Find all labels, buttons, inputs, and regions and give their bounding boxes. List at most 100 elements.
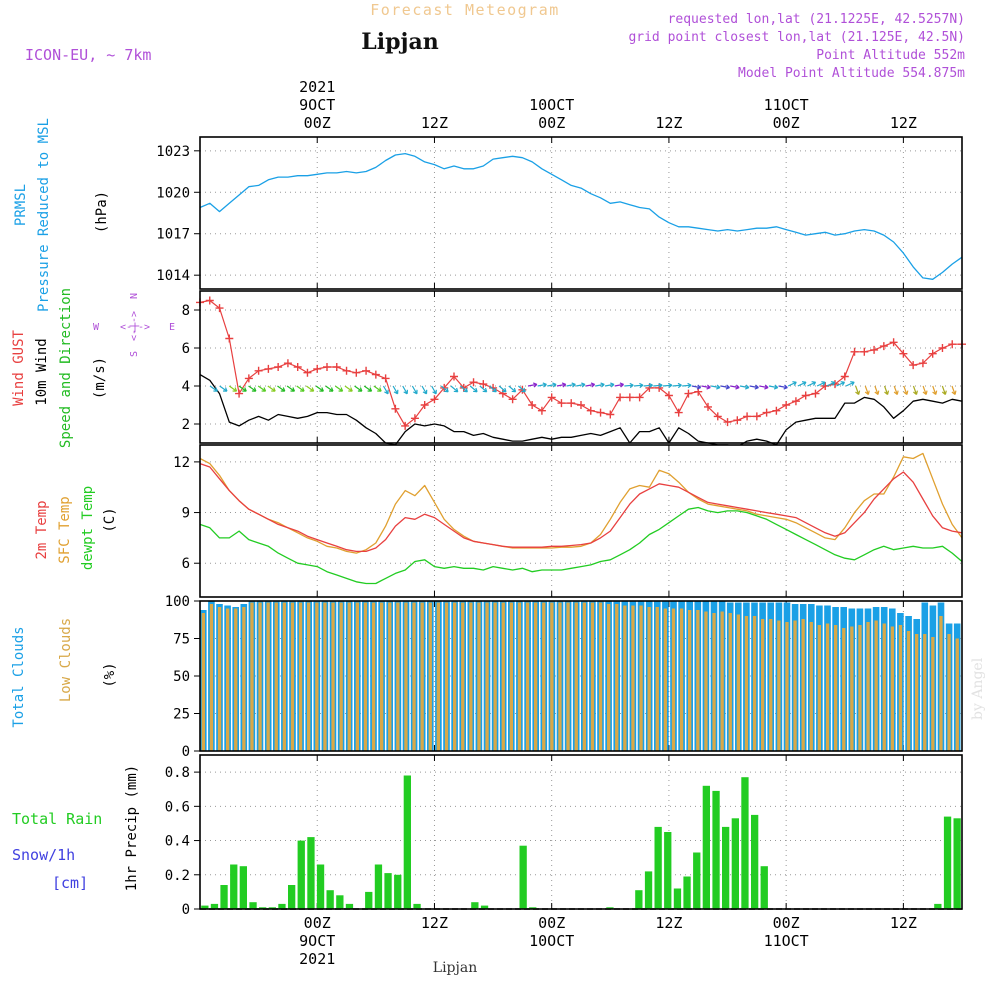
gust-marker [489,383,498,392]
compass-w: W [93,322,100,333]
low-cloud-bar [201,613,205,751]
low-cloud-bar [217,607,222,751]
gust-marker [840,372,849,381]
gust-marker [811,389,820,398]
clouds-ytick-label: 0 [182,744,190,760]
wind-direction-arrow [903,385,909,395]
gust-marker [879,342,888,351]
low-cloud-bar [939,616,943,751]
wind-direction-arrow [672,382,682,389]
rain-bar [606,907,614,909]
wind-direction-arrow [691,384,702,390]
precip-labels: Total Rain Snow/1h [cm] 1hr Precip (mm) [12,765,140,892]
low-cloud-bar [809,622,813,751]
low-cloud-bar [631,605,635,751]
wind-direction-arrow [730,384,740,390]
wind-direction-arrow [267,385,276,392]
low-cloud-bar [882,623,886,751]
wind-ytick-label: 6 [182,341,190,357]
rain-bar [529,907,537,909]
bottom-date-label: 12Z [655,914,682,932]
wind-direction-arrow [932,385,938,395]
gust-marker [313,364,322,373]
rain-bar [268,907,276,909]
wind-direction-arrow [864,385,870,395]
rain-bar [249,902,257,909]
rain-bar [220,885,228,909]
low-cloud-bar [598,602,603,751]
gust-marker [469,378,478,387]
low-cloud-bar [266,602,270,751]
rain-bar [384,873,392,909]
gust-marker [323,363,331,371]
low-cloud-bar [915,634,919,751]
low-cloud-bar [258,602,262,751]
gust-marker [371,370,380,379]
bottom-date-label: 12Z [421,914,448,932]
pressure-labels: PRMSL Pressure Reduced to MSL (hPa) [13,118,110,312]
gust-marker [625,393,634,402]
rain-bar [751,814,759,909]
sfc-label: SFC Temp [57,496,73,563]
top-date-label: 10OCT [529,96,574,114]
dew-label: dewpt Temp [80,486,96,570]
cloud-labels: Total Clouds Low Clouds (%) [11,618,118,728]
low-cloud-bar [679,608,684,751]
gust-marker [537,406,546,415]
rain-bar [374,864,383,909]
top-date-label: 9OCT [299,96,335,114]
low-cloud-bar [688,610,692,751]
wind-direction-arrow [238,385,247,392]
low-cloud-bar [761,619,765,751]
wind-ytick-label: 8 [182,303,190,319]
rain-label: Total Rain [12,810,102,828]
low-cloud-bar [793,620,797,751]
wind-direction-arrow [219,385,228,392]
low-cloud-bar [355,602,359,751]
rain-bar [943,816,952,909]
low-cloud-bar [955,638,959,751]
gust-marker [938,344,947,352]
compass-e: E [169,322,175,333]
low-cloud-bar [209,604,214,751]
gust-marker [577,401,585,409]
wind-direction-arrow [517,385,526,393]
precip-ytick-label: 0.4 [165,834,190,850]
gust-marker [733,416,742,425]
low-cloud-bar [558,602,562,751]
wind-panel: 2 4 6 8 [182,290,966,448]
gust-marker [215,304,224,313]
low-cloud-bar [615,604,619,751]
gust-marker [948,340,957,349]
wind-direction-arrow [595,382,605,388]
gust-marker [635,393,644,402]
rain-bar [664,832,672,909]
low-cloud-bar [226,608,230,751]
low-cloud-bar [801,619,805,751]
wind-unit: (m/s) [92,357,108,399]
wind-direction-arrow [402,385,408,395]
low-cloud-bar [250,602,254,751]
low-cloud-bar [461,602,465,751]
wind-direction-arrow [431,385,437,395]
top-date-label: 12Z [421,114,448,132]
model-label: ICON-EU, ~ 7km [25,46,151,64]
top-date-label: 2021 [299,78,335,96]
low-cloud-bar [339,602,343,751]
low-cloud-bar [436,602,440,751]
low-cloud-bar [866,622,870,751]
pressure-ytick-label: 1020 [156,185,190,201]
wind-direction-arrow [508,385,517,393]
low-cloud-bar [906,631,911,751]
wind-direction-arrow [547,382,557,388]
low-cloud-bar [874,620,878,751]
low-cloud-bar [469,602,473,751]
rain-bar [654,826,662,909]
low-cloud-bar [388,602,392,751]
wind-direction-arrow [845,381,855,387]
low-cloud-bar [663,608,667,751]
gust-marker [928,349,937,358]
low-cloud-bar [509,602,513,751]
gust-marker [772,406,781,415]
